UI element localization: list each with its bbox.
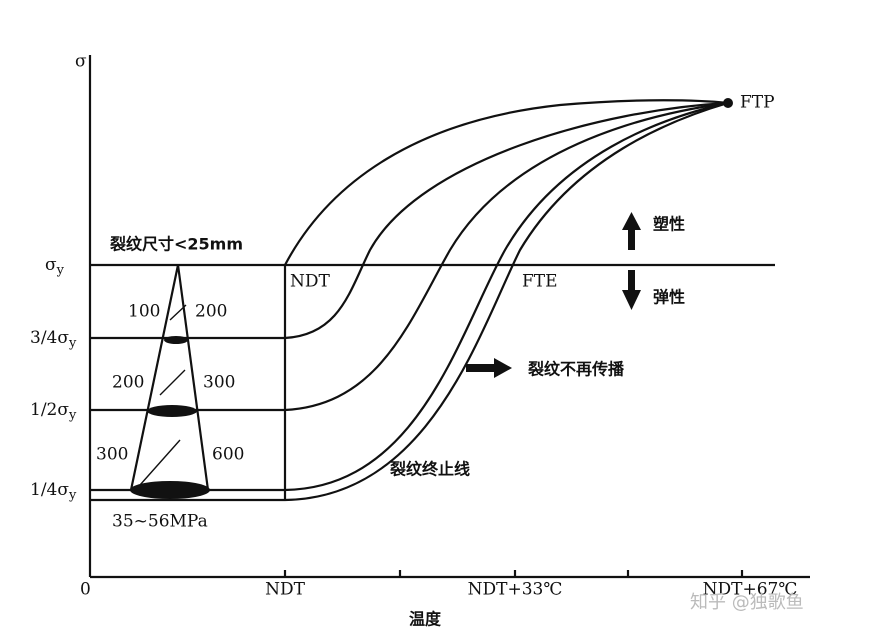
y-axis-label: σ [75,52,87,72]
fte-label: FTE [522,272,558,292]
crack-size-label: 裂纹尺寸<25mm [109,235,243,254]
crack-cone [129,264,210,499]
cone-left-label: 200 [112,373,144,393]
y-level-label: 1/2σy [30,400,77,423]
curves [284,99,729,502]
ndt-label: NDT [290,272,331,292]
ftp-label: FTP [740,93,775,113]
origin-label: 0 [80,580,91,600]
x-tick-label: NDT+33℃ [468,580,563,600]
x-axis-label: 温度 [408,610,442,629]
y-level-label: σy [45,255,65,278]
watermark: 知乎 @独歌鱼 [690,592,804,613]
cone-right-label: 200 [195,302,227,322]
cone-left-label: 300 [96,445,128,465]
arrest-line-label: 裂纹终止线 [389,460,470,479]
ftp-point [723,98,733,108]
x-axis-ticks [283,570,744,577]
y-level-label: 1/4σy [30,480,77,503]
plastic-label: 塑性 [653,215,685,234]
cone-right-label: 300 [203,373,235,393]
cone-right-label: 600 [212,445,244,465]
elastic-label: 弹性 [653,288,685,307]
x-tick-label: NDT [265,580,306,600]
cone-left-label: 100 [128,302,160,322]
y-level-label: 3/4σy [30,328,77,351]
arrows [466,212,641,378]
stress-range-label: 35~56MPa [112,512,208,532]
x-tick-label: NDT+67℃ [703,580,798,600]
no-propagation-label: 裂纹不再传播 [527,360,625,379]
